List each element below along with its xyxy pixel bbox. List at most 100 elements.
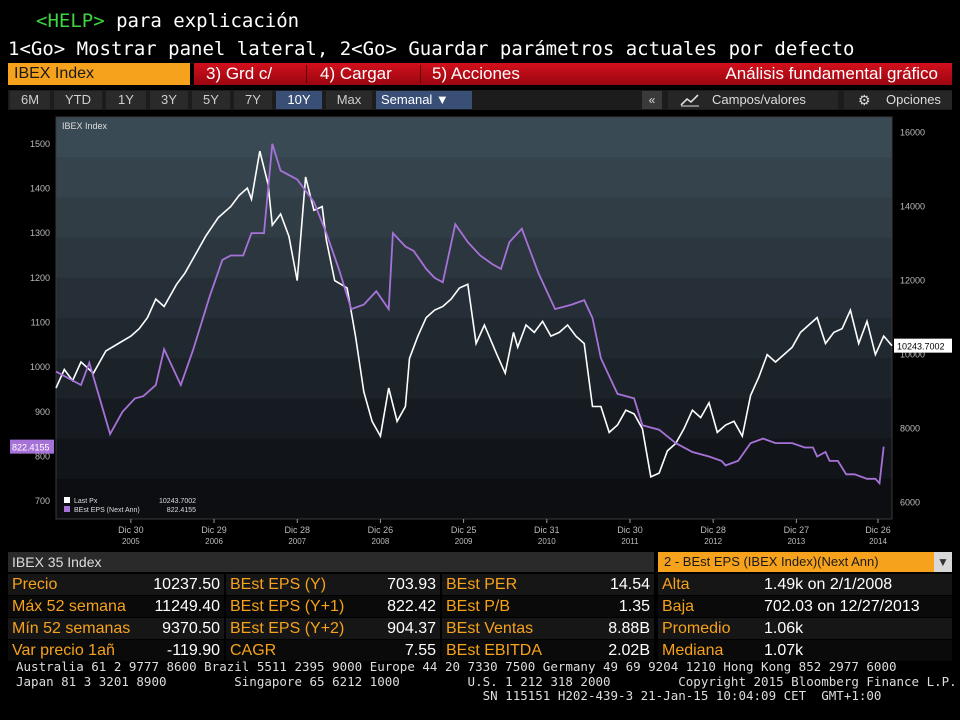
left-tick-label: 1400 — [30, 183, 50, 193]
stat-value: 822.42 — [387, 598, 436, 615]
mid2-table-row: BEst Ventas 8.88B — [442, 618, 654, 639]
chart-title: IBEX Index — [62, 121, 108, 131]
save-button[interactable]: 3) Grd c/ — [206, 64, 273, 83]
plot-band — [56, 157, 892, 198]
footer-line-1: Australia 61 2 9777 8600 Brazil 5511 239… — [16, 659, 897, 674]
mid2-table-row: BEst EBITDA 2.02B — [442, 640, 654, 661]
stat-value: 1.06k — [764, 620, 804, 637]
left-table-row: Máx 52 semana 11249.40 — [8, 596, 224, 617]
stat-value: 904.37 — [387, 620, 436, 637]
left-value-box — [10, 439, 54, 454]
stat-value: 10237.50 — [153, 576, 220, 593]
stat-label: Baja — [662, 598, 695, 615]
stat-label: Precio — [12, 576, 58, 593]
stat-label: Mín 52 semanas — [12, 620, 131, 637]
actions-button[interactable]: 5) Acciones — [432, 64, 520, 83]
help-key[interactable]: <HELP> — [36, 10, 105, 32]
frequency-select[interactable]: Semanal ▼ — [376, 91, 472, 109]
right-tick-label: 10000 — [900, 350, 925, 360]
chevron-down-icon[interactable]: ▼ — [934, 552, 952, 572]
x-tick-label: Dic 26 — [368, 525, 394, 535]
collapse-button[interactable]: « — [642, 91, 662, 109]
left-tick-label: 1300 — [30, 228, 50, 238]
plot-band — [56, 358, 892, 399]
legend-swatch — [64, 506, 70, 512]
left-tick-label: 700 — [35, 496, 50, 506]
x-tick-year: 2005 — [122, 537, 140, 546]
mid-table-row: BEst EPS (Y+1) 822.42 — [226, 596, 440, 617]
fields-values-button[interactable]: Campos/valores — [668, 91, 838, 109]
stat-value: 11249.40 — [154, 598, 220, 615]
stat-value: 9370.50 — [162, 620, 220, 637]
x-tick-label: Dic 25 — [451, 525, 477, 535]
left-tick-label: 1100 — [31, 317, 50, 327]
right-tick-label: 14000 — [900, 202, 925, 212]
plot-band — [56, 438, 892, 480]
left-tick-label: 900 — [35, 407, 50, 417]
plot-band — [56, 197, 892, 239]
x-tick-year: 2014 — [869, 537, 887, 546]
mid-table-row: BEst EPS (Y+2) 904.37 — [226, 618, 440, 639]
stat-value: 2.02B — [608, 642, 650, 659]
x-tick-label: Dic 28 — [700, 525, 726, 535]
right-table-row: Baja 702.03 on 12/27/2013 — [658, 596, 952, 617]
period-10y[interactable]: 10Y — [276, 91, 322, 109]
toolbar: IBEX Index 3) Grd c/ 4) Cargar 5) Accion… — [8, 63, 952, 87]
period-3y[interactable]: 3Y — [150, 91, 188, 109]
plot-band — [56, 478, 892, 520]
stat-label: BEst EPS (Y) — [230, 576, 327, 593]
left-tick-label: 1200 — [30, 273, 50, 283]
footer-contacts: Australia 61 2 9777 8600 Brazil 5511 239… — [16, 659, 957, 704]
period-ytd[interactable]: YTD — [54, 91, 102, 109]
period-7y[interactable]: 7Y — [234, 91, 272, 109]
plot-band — [56, 398, 892, 440]
stats-panel: IBEX 35 Index 2 - BEst EPS (IBEX Index)(… — [8, 550, 952, 661]
stat-label: BEst EPS (Y+2) — [230, 620, 345, 637]
left-value-label: 822.4155 — [12, 443, 50, 453]
footer-line-3: SN 115151 H202-439-3 21-Jan-15 10:04:09 … — [16, 688, 882, 703]
right-value-label: 10243.7002 — [897, 342, 945, 352]
right-tick-label: 6000 — [900, 498, 920, 508]
mid-table-row: CAGR 7.55 — [226, 640, 440, 661]
stat-label: Máx 52 semana — [12, 598, 126, 615]
line-chart: IBEX Index 700 800 900 1000 1100 1200 1300 1400 1… — [10, 116, 952, 546]
plot-band — [56, 117, 892, 158]
left-table-row: Precio 10237.50 — [8, 574, 224, 595]
stat-label: Promedio — [662, 620, 731, 637]
period-max[interactable]: Max — [326, 91, 372, 109]
series-selector[interactable]: 2 - BEst EPS (IBEX Index)(Next Ann) — [658, 552, 934, 572]
ticker-field[interactable]: IBEX Index — [8, 63, 190, 85]
gear-icon: ⚙ — [858, 92, 871, 108]
right-table-row: Alta 1.49k on 2/1/2008 — [658, 574, 952, 595]
mid2-table-row: BEst PER 14.54 — [442, 574, 654, 595]
footer-line-2: Japan 81 3 3201 8900 Singapore 65 6212 1… — [16, 673, 957, 689]
left-table-row: Var precio 1añ -119.90 — [8, 640, 224, 661]
legend-value: 822.4155 — [167, 507, 196, 514]
stat-value: 702.03 on 12/27/2013 — [764, 598, 920, 615]
legend-label: Last Px — [74, 498, 98, 505]
x-tick-label: Dic 28 — [284, 525, 310, 535]
separator — [420, 65, 421, 83]
legend-value: 10243.7002 — [159, 498, 196, 505]
period-1y[interactable]: 1Y — [106, 91, 146, 109]
chart-icon — [680, 94, 699, 107]
plot-frame — [55, 116, 893, 520]
options-button[interactable]: ⚙ Opciones — [844, 91, 952, 109]
x-tick-year: 2007 — [288, 537, 306, 546]
left-tick-label: 800 — [35, 451, 50, 461]
right-tick-label: 12000 — [900, 276, 925, 286]
right-value-box — [894, 338, 952, 353]
x-tick-label: Dic 26 — [865, 525, 891, 535]
period-6m[interactable]: 6M — [10, 91, 50, 109]
period-5y[interactable]: 5Y — [192, 91, 230, 109]
x-tick-year: 2012 — [704, 537, 722, 546]
index-title: IBEX 35 Index — [8, 552, 654, 572]
right-tick-label: 8000 — [900, 424, 920, 434]
go-instructions: 1<Go> Mostrar panel lateral, 2<Go> Guard… — [8, 38, 855, 60]
right-tick-label: 16000 — [900, 128, 925, 138]
left-tick-label: 1000 — [30, 362, 50, 372]
left-tick-label: 1500 — [30, 139, 50, 149]
series-line-last-px — [55, 150, 893, 478]
x-tick-year: 2011 — [621, 537, 639, 546]
load-button[interactable]: 4) Cargar — [320, 64, 392, 83]
